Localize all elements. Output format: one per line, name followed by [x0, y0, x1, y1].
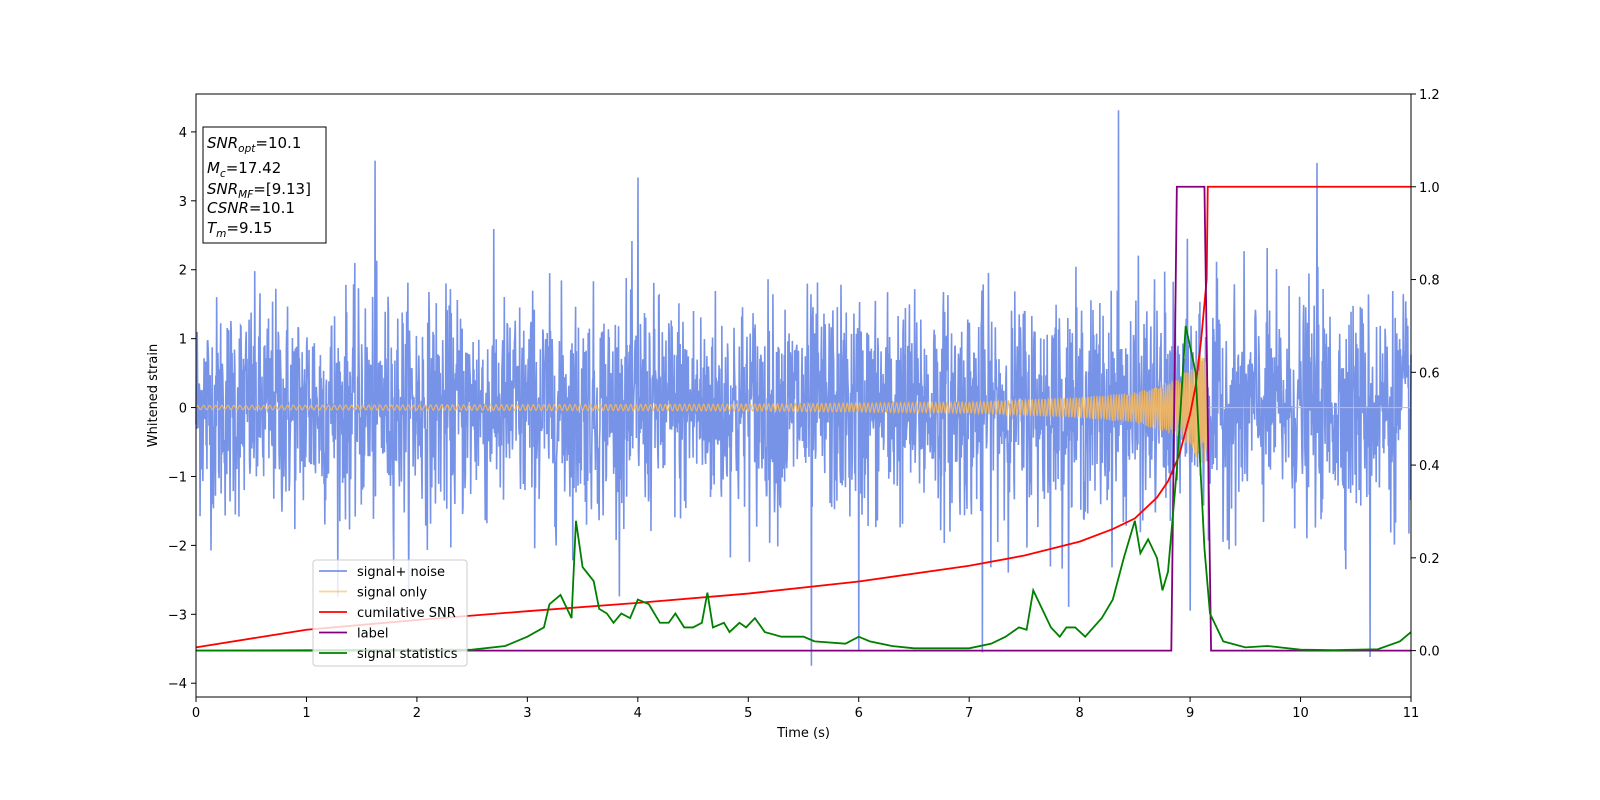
- info-box-line: Tm=9.15: [207, 219, 272, 240]
- info-box-symbol: T: [207, 219, 218, 237]
- info-box-value: =10.1: [255, 134, 301, 152]
- info-box-value: =[9.13]: [253, 180, 311, 198]
- x-tick-label: 0: [192, 706, 200, 721]
- info-box-symbol: CSNR: [207, 199, 249, 217]
- y-right-tick-label: 0.0: [1419, 645, 1440, 660]
- info-box-subscript: opt: [238, 143, 256, 155]
- info-box-value: =10.1: [249, 199, 295, 217]
- line-series-layer: [195, 185, 1412, 652]
- x-tick-label: 4: [634, 706, 642, 721]
- y-left-tick-label: 1: [179, 333, 187, 348]
- y-left-tick-label: −2: [168, 539, 187, 554]
- x-tick-label: 10: [1292, 706, 1309, 721]
- y-left-tick-label: 0: [179, 402, 187, 417]
- x-tick-label: 1: [302, 706, 310, 721]
- left-axis: −4 −3 −2 −1 0 1 2 3 4: [168, 126, 196, 692]
- series-label-line: [196, 185, 1411, 652]
- x-tick-label: 3: [523, 706, 531, 721]
- x-axis: 0 1 2 3 4 5 6 7 8 9 10 11: [192, 697, 1419, 721]
- x-tick-label: 6: [855, 706, 863, 721]
- y-right-tick-label: 0.6: [1419, 366, 1440, 381]
- info-box-symbol: SNR: [207, 134, 238, 152]
- info-box: SNRopt=10.1Mc=17.42SNRMF=[9.13]CSNR=10.1…: [202, 126, 327, 244]
- info-box-symbol: SNR: [207, 180, 238, 198]
- info-box-subscript: MF: [238, 189, 254, 201]
- y-left-tick-label: 4: [179, 126, 187, 141]
- info-box-line: SNRopt=10.1: [207, 134, 301, 155]
- y-left-tick-label: −1: [168, 470, 187, 485]
- x-tick-label: 9: [1186, 706, 1194, 721]
- series-cumulative-snr-line: [195, 185, 1411, 649]
- y-left-tick-label: −4: [168, 677, 187, 692]
- legend-label-signal-statistics: signal statistics: [357, 647, 458, 662]
- info-box-subscript: c: [220, 168, 226, 180]
- x-tick-label: 11: [1403, 706, 1420, 721]
- y-right-tick-label: 0.4: [1419, 459, 1440, 474]
- y-left-tick-label: 3: [179, 195, 187, 210]
- legend-label-signal-noise: signal+ noise: [357, 565, 445, 580]
- info-box-symbol: M: [207, 159, 220, 177]
- y-right-tick-label: 0.8: [1419, 274, 1440, 289]
- info-box-value: =17.42: [226, 159, 282, 177]
- series-signal-statistics-line: [195, 325, 1412, 652]
- legend-label-label: label: [357, 627, 388, 642]
- info-box-line: CSNR=10.1: [207, 199, 295, 217]
- y-left-tick-label: −3: [168, 608, 187, 623]
- x-tick-label: 8: [1075, 706, 1083, 721]
- y-right-tick-label: 1.0: [1419, 181, 1440, 196]
- legend-label-cumulative-snr: cumilative SNR: [357, 606, 456, 621]
- legend: signal+ noise signal only cumilative SNR la…: [312, 559, 468, 667]
- y-axis-title: Whitened strain: [146, 344, 161, 447]
- x-axis-title: Time (s): [776, 726, 830, 741]
- x-tick-label: 5: [744, 706, 752, 721]
- info-box-value: =9.15: [226, 219, 272, 237]
- y-right-tick-label: 0.2: [1419, 552, 1440, 567]
- info-box-frame: [202, 126, 327, 244]
- x-tick-label: 2: [413, 706, 421, 721]
- plot-frame: [195, 93, 1412, 698]
- info-box-subscript: m: [216, 228, 226, 240]
- legend-label-signal-only: signal only: [357, 586, 427, 601]
- y-right-tick-label: 1.2: [1419, 88, 1440, 103]
- y-left-tick-label: 2: [179, 264, 187, 279]
- info-box-line: SNRMF=[9.13]: [207, 180, 311, 201]
- info-box-line: Mc=17.42: [207, 159, 281, 180]
- x-tick-label: 7: [965, 706, 973, 721]
- right-axis: 0.0 0.2 0.4 0.6 0.8 1.0 1.2: [1411, 88, 1440, 660]
- legend-frame: [312, 559, 468, 667]
